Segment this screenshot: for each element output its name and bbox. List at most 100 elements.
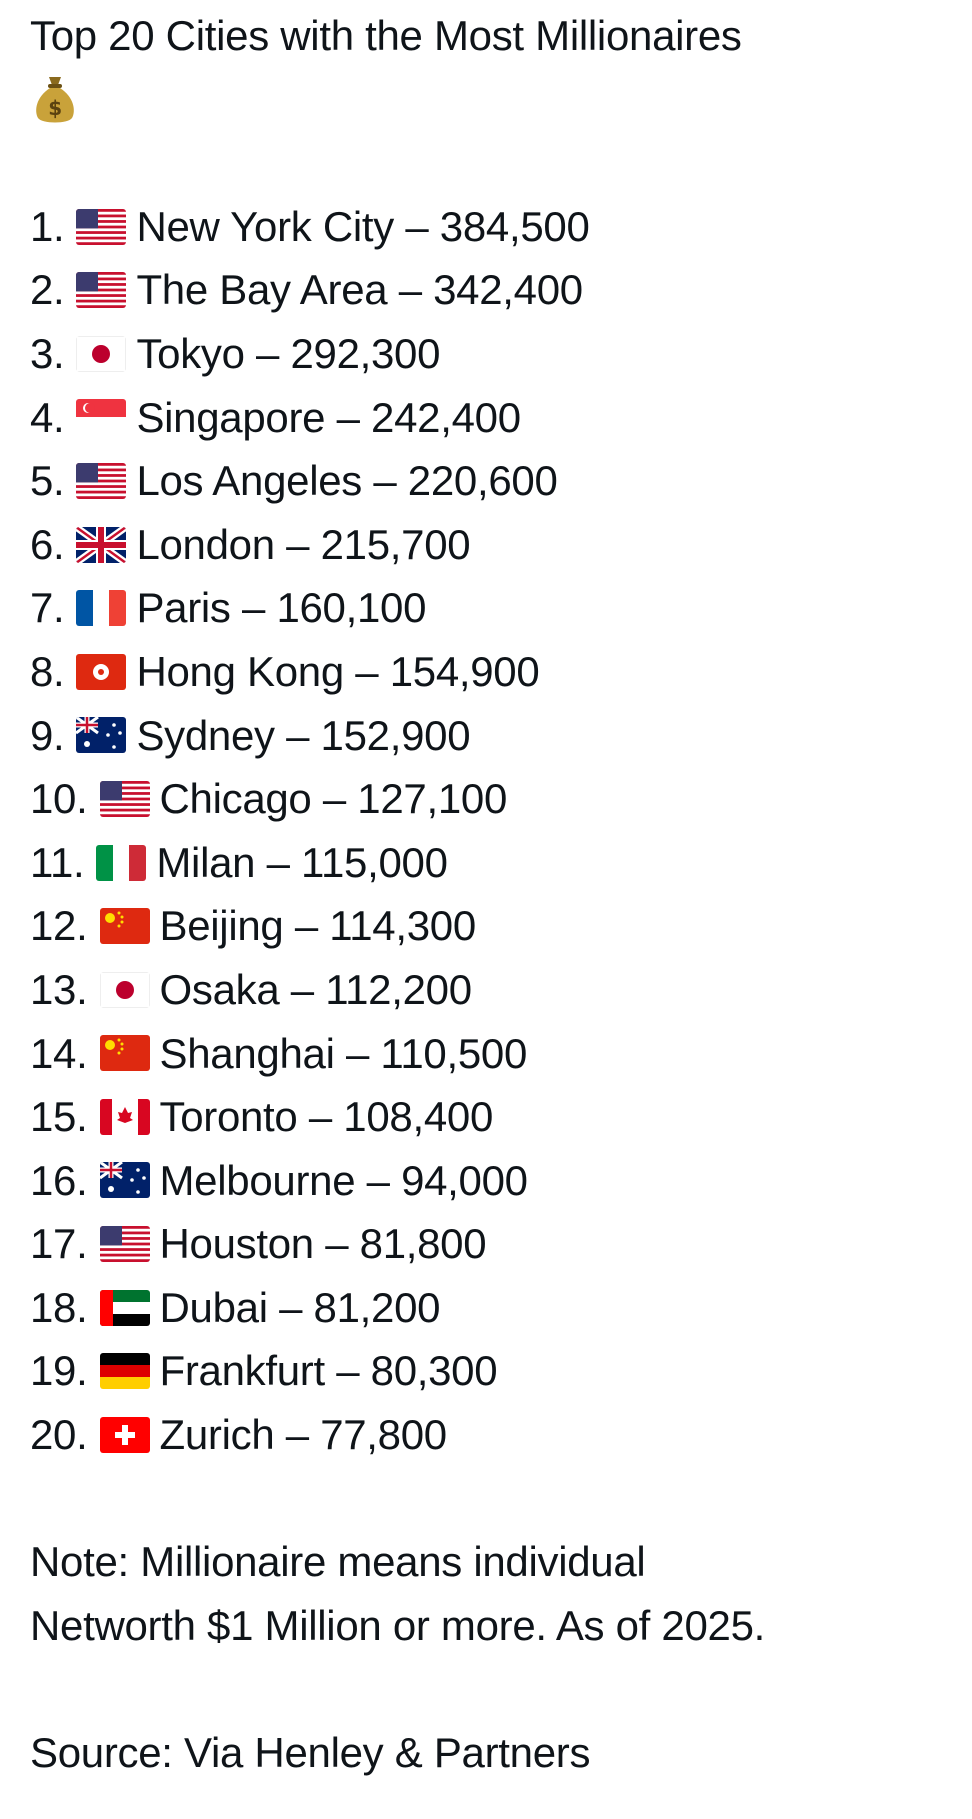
- separator: –: [274, 520, 321, 568]
- separator: –: [274, 1411, 321, 1459]
- rank: 20.: [30, 1411, 88, 1459]
- city-name: New York City: [136, 202, 394, 250]
- millionaire-count: 384,500: [439, 202, 590, 250]
- millionaire-count: 342,400: [433, 266, 583, 314]
- rank: 10.: [30, 775, 88, 823]
- rank: 18.: [30, 1283, 88, 1331]
- separator: –: [279, 965, 326, 1013]
- city-name: Melbourne: [159, 1156, 356, 1204]
- separator: –: [324, 1347, 371, 1395]
- separator: –: [313, 1220, 360, 1268]
- separator: –: [355, 1156, 402, 1204]
- rank: 4.: [30, 393, 65, 441]
- separator: –: [297, 1093, 344, 1141]
- separator: –: [255, 838, 302, 886]
- post-title: Top 20 Cities with the Most Millionaires: [30, 12, 742, 59]
- separator: –: [343, 647, 390, 695]
- city-name: Shanghai: [159, 1029, 335, 1077]
- rank: 15.: [30, 1093, 88, 1141]
- rank: 7.: [30, 584, 65, 632]
- millionaire-count: 77,800: [320, 1411, 447, 1459]
- list-item: 1. New York City – 384,500: [30, 195, 972, 259]
- source-text: Source: Via Henley & Partners: [30, 1729, 591, 1777]
- rank: 12.: [30, 902, 88, 950]
- list-item: 8. Hong Kong – 154,900: [30, 640, 972, 704]
- flag-jp-icon: [76, 335, 127, 372]
- flag-it-icon: [96, 844, 147, 881]
- flag-us-icon: [99, 1226, 150, 1263]
- millionaire-count: 108,400: [343, 1093, 494, 1141]
- flag-fr-icon: [76, 590, 127, 627]
- rank: 17.: [30, 1220, 88, 1268]
- rank: 2.: [30, 266, 65, 314]
- rank: 14.: [30, 1029, 88, 1077]
- note-line-1: Note: Millionaire means individual: [30, 1538, 646, 1586]
- list-item: 4. Singapore – 242,400: [30, 386, 972, 450]
- flag-us-icon: [99, 780, 150, 817]
- flag-gb-icon: [76, 526, 127, 563]
- flag-us-icon: [76, 462, 127, 499]
- flag-cn-icon: [99, 908, 150, 945]
- separator: –: [311, 775, 358, 823]
- rank: 6.: [30, 520, 65, 568]
- separator: –: [325, 393, 372, 441]
- city-name: Tokyo: [136, 329, 245, 377]
- list-item: 15. Toronto – 108,400: [30, 1085, 972, 1149]
- list-item: 13. Osaka – 112,200: [30, 958, 972, 1022]
- rank: 3.: [30, 329, 65, 377]
- list-item: 20. Zurich – 77,800: [30, 1403, 972, 1467]
- millionaire-count: 154,900: [389, 647, 540, 695]
- rank: 16.: [30, 1156, 88, 1204]
- city-list: 1. New York City – 384,500 2. The Bay Area …: [30, 195, 972, 1467]
- list-item: 3. Tokyo – 292,300: [30, 322, 972, 386]
- list-item: 7. Paris – 160,100: [30, 576, 972, 640]
- separator: –: [267, 1283, 314, 1331]
- rank: 5.: [30, 457, 65, 505]
- separator: –: [361, 457, 408, 505]
- city-name: Sydney: [136, 711, 275, 759]
- flag-cn-icon: [99, 1035, 150, 1072]
- millionaire-count: 242,400: [371, 393, 521, 441]
- flag-ca-icon: [99, 1098, 150, 1135]
- millionaire-count: 94,000: [401, 1156, 528, 1204]
- money-bag-icon: $: [30, 73, 80, 125]
- flag-jp-icon: [99, 971, 150, 1008]
- flag-ae-icon: [99, 1289, 150, 1326]
- city-name: Chicago: [159, 775, 312, 823]
- flag-de-icon: [99, 1353, 150, 1390]
- city-name: Paris: [136, 584, 231, 632]
- city-name: Osaka: [159, 965, 280, 1013]
- list-item: 19. Frankfurt – 80,300: [30, 1339, 972, 1403]
- flag-sg-icon: [76, 399, 127, 436]
- rank: 13.: [30, 965, 88, 1013]
- flag-au-icon: [99, 1162, 150, 1199]
- rank: 19.: [30, 1347, 88, 1395]
- millionaire-count: 115,000: [301, 838, 448, 886]
- rank: 1.: [30, 202, 65, 250]
- list-item: 9. Sydney – 152,900: [30, 704, 972, 768]
- separator: –: [393, 202, 440, 250]
- millionaire-count: 110,500: [380, 1029, 528, 1077]
- city-name: Beijing: [159, 902, 284, 950]
- list-item: 5. Los Angeles – 220,600: [30, 449, 972, 513]
- millionaire-count: 80,300: [370, 1347, 498, 1395]
- millionaire-count: 112,200: [325, 965, 472, 1013]
- separator: –: [283, 902, 330, 950]
- list-item: 18. Dubai – 81,200: [30, 1276, 972, 1340]
- flag-au-icon: [76, 717, 127, 754]
- millionaire-count: 81,800: [359, 1220, 487, 1268]
- millionaire-count: 215,700: [320, 520, 471, 568]
- city-name: Houston: [159, 1220, 315, 1268]
- list-item: 17. Houston – 81,800: [30, 1212, 972, 1276]
- city-name: Toronto: [159, 1093, 298, 1141]
- note-line-2: Networth $1 Million or more. As of 2025.: [30, 1601, 766, 1649]
- svg-text:$: $: [48, 96, 62, 120]
- list-item: 6. London – 215,700: [30, 513, 972, 577]
- separator: –: [244, 329, 291, 377]
- list-item: 16. Melbourne – 94,000: [30, 1149, 972, 1213]
- millionaire-count: 127,100: [357, 775, 508, 823]
- list-item: 11. Milan – 115,000: [30, 831, 972, 895]
- list-item: 10. Chicago – 127,100: [30, 767, 972, 831]
- separator: –: [274, 711, 321, 759]
